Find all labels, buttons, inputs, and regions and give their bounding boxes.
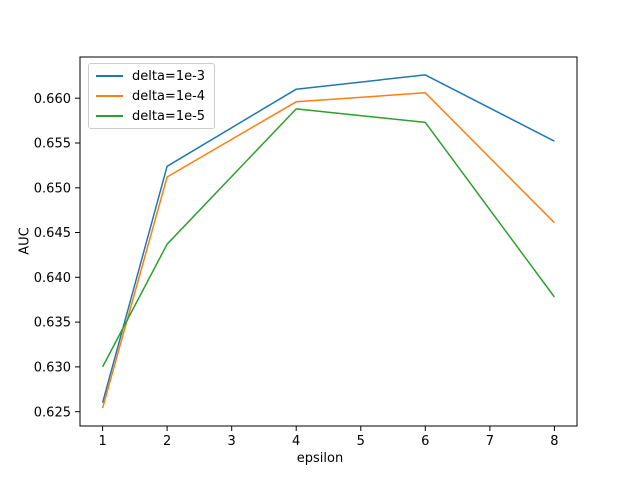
series-line-delta=1e-3 [101,74,555,403]
y-tick-label: 0.660 [34,92,71,107]
legend-line-sample-delta-1e-5 [96,115,123,117]
x-tick-label: 5 [357,434,365,449]
legend-entry: delta=1e-3 [89,69,214,84]
x-tick-label: 7 [486,434,494,449]
y-tick-label: 0.655 [34,137,71,152]
y-tick-label: 0.645 [34,226,71,241]
x-tick-label: 2 [163,434,171,449]
x-tick-label: 4 [292,434,300,449]
series-line-delta=1e-4 [101,92,555,409]
legend-label: delta=1e-5 [132,108,206,124]
y-tick-label: 0.640 [34,271,71,286]
y-tick-label: 0.630 [34,360,71,375]
y-tick-label: 0.650 [34,181,71,196]
legend-line-sample-delta-1e-4 [96,95,123,97]
legend-line-sample-delta-1e-3 [96,75,123,77]
legend: delta=1e-3 delta=1e-4 delta=1e-5 [88,63,215,129]
x-tick-label: 3 [228,434,236,449]
legend-label: delta=1e-3 [132,68,206,84]
x-tick-label: 6 [421,434,429,449]
x-axis-label: epsilon [296,451,344,466]
legend-entry: delta=1e-5 [89,109,214,124]
y-tick-label: 0.625 [34,405,71,420]
x-tick-label: 1 [98,434,106,449]
axes-frame [79,56,578,427]
legend-entry: delta=1e-4 [89,89,214,104]
series-line-delta=1e-5 [101,108,556,368]
x-tick-label: 8 [550,434,558,449]
y-tick-label: 0.635 [34,316,71,331]
y-axis-label: AUC [17,227,33,255]
legend-label: delta=1e-4 [132,88,206,104]
